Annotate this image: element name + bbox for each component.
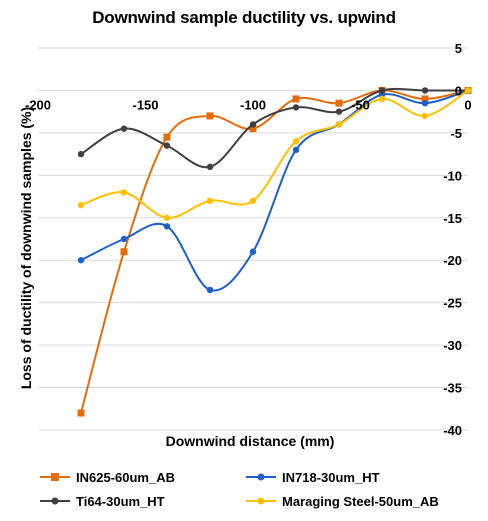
legend-swatch-circle-icon	[40, 497, 70, 505]
data-point	[335, 121, 343, 128]
legend-item-in718[interactable]: IN718-30um_HT	[246, 468, 380, 486]
data-point	[120, 125, 128, 132]
legend-swatch-circle-icon	[246, 473, 276, 481]
legend-swatch-square-icon	[40, 473, 70, 481]
data-point	[249, 248, 257, 255]
x-tick-label: -50	[351, 97, 370, 112]
data-point	[292, 104, 300, 111]
legend-label: IN718-30um_HT	[282, 469, 380, 485]
series-1	[77, 87, 472, 294]
data-point	[77, 257, 85, 264]
x-axis-label: Downwind distance (mm)	[166, 433, 335, 449]
tick-labels: 50-5-10-15-20-25-30-35-40-200 -150 -100 -50…	[25, 41, 472, 438]
series-3	[77, 87, 472, 221]
y-tick-label: -5	[450, 126, 462, 141]
data-point	[292, 95, 300, 103]
data-point	[77, 201, 85, 209]
data-point	[77, 409, 85, 417]
x-tick-label: 0	[464, 97, 471, 112]
data-point	[421, 99, 429, 107]
y-axis-label: Loss of ductility of downwind samples (%…	[18, 107, 34, 389]
data-point	[378, 95, 386, 103]
data-point	[163, 214, 171, 221]
y-tick-label: -35	[443, 381, 462, 396]
data-point	[421, 87, 429, 94]
data-point	[206, 197, 214, 204]
data-point	[206, 286, 214, 294]
legend-item-ti64[interactable]: Ti64-30um_HT	[40, 492, 165, 510]
legend-item-maraging-steel[interactable]: Maraging Steel-50um_AB	[246, 492, 439, 510]
legend-label: Ti64-30um_HT	[76, 493, 165, 509]
series-2	[77, 87, 472, 171]
data-point	[206, 163, 214, 171]
data-point	[292, 146, 300, 154]
data-point	[120, 235, 128, 243]
data-point	[335, 99, 343, 107]
series-0	[77, 86, 472, 417]
data-point	[464, 87, 472, 94]
data-point	[378, 87, 386, 94]
data-point	[77, 150, 85, 158]
legend-item-in625[interactable]: IN625-60um_AB	[40, 468, 175, 486]
data-point	[249, 125, 257, 133]
x-tick-label: -100	[240, 97, 266, 112]
y-tick-label: -20	[443, 253, 462, 268]
y-tick-label: -25	[443, 296, 462, 311]
data-point	[206, 112, 214, 120]
legend-label: Maraging Steel-50um_AB	[282, 493, 439, 509]
gridlines	[38, 47, 468, 431]
series-lines	[77, 86, 472, 417]
data-point	[249, 121, 257, 128]
data-point	[120, 248, 128, 256]
legend-swatch-circle-icon	[246, 497, 276, 505]
x-tick-label: -150	[132, 97, 158, 112]
data-point	[163, 142, 171, 149]
y-tick-label: -30	[443, 338, 462, 353]
data-point	[163, 133, 171, 141]
series-line	[80, 87, 468, 169]
y-tick-label: -10	[443, 168, 462, 183]
chart-title: Downwind sample ductility vs. upwind	[92, 8, 396, 27]
data-point	[292, 138, 300, 145]
data-point	[421, 95, 429, 103]
series-line	[80, 89, 469, 292]
x-tick-label: -200	[25, 97, 51, 112]
data-point	[249, 197, 257, 204]
data-point	[421, 112, 429, 120]
data-point	[335, 108, 343, 115]
legend-label: IN625-60um_AB	[76, 469, 175, 485]
y-tick-label: -15	[443, 211, 462, 226]
y-tick-label: -40	[443, 423, 462, 438]
y-tick-label: 0	[455, 83, 462, 98]
data-point	[120, 189, 128, 196]
data-point	[163, 223, 171, 230]
series-line	[80, 89, 469, 219]
y-tick-label: 5	[455, 41, 462, 56]
series-line	[80, 89, 469, 414]
